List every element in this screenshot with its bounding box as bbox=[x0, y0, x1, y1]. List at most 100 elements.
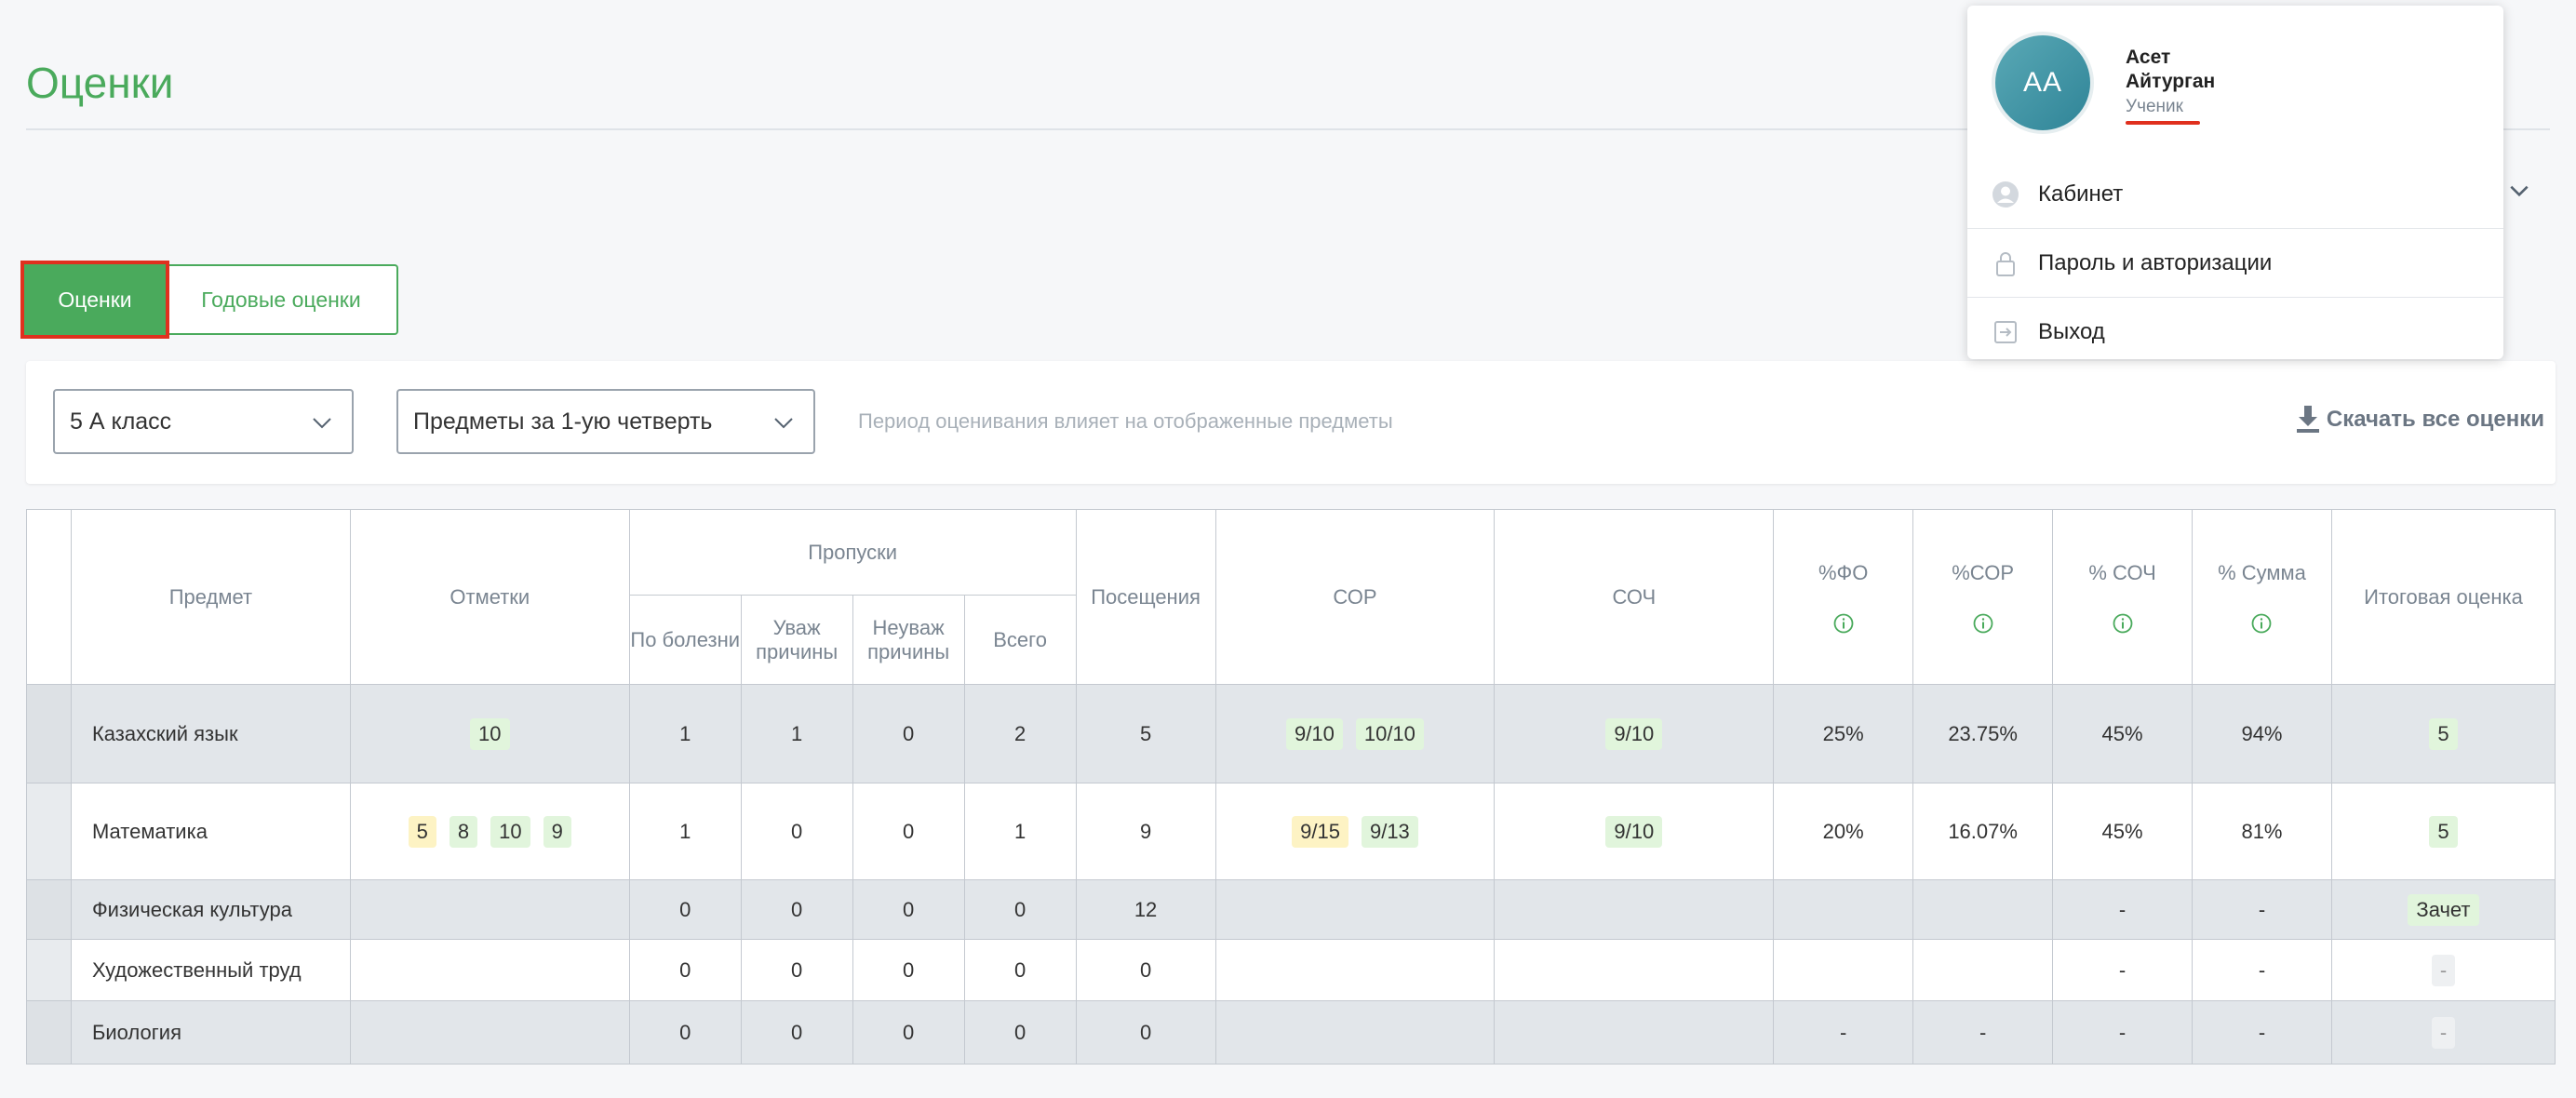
table-row: Казахский язык 10 1 1 0 2 5 9/10 10/10 9/10 25% 23.… bbox=[26, 684, 2556, 783]
header-pct-fo-label: %ФО bbox=[1818, 560, 1869, 584]
final-grade-cell: 5 bbox=[2330, 783, 2556, 880]
soch-cell: 9/10 bbox=[1494, 684, 1775, 783]
row-lead bbox=[26, 783, 72, 880]
header-pct-soch: % СОЧ bbox=[2052, 509, 2194, 685]
total-absences-cell: 2 bbox=[963, 684, 1077, 783]
class-select[interactable]: 5 А класс bbox=[53, 389, 354, 454]
sor-badge[interactable]: 9/15 bbox=[1292, 815, 1348, 848]
table-row: Биология 0 0 0 0 0- - - - - bbox=[26, 1000, 2556, 1065]
unexcused-cell: 0 bbox=[852, 939, 965, 1001]
table-header-row: Предмет Отметки Пропуски Посещения СОР С… bbox=[26, 509, 2556, 685]
menu-item-logout[interactable]: Выход bbox=[1967, 298, 2503, 367]
period-select[interactable]: Предметы за 1-ую четверть bbox=[396, 389, 815, 454]
unexcused-cell: 0 bbox=[852, 783, 965, 880]
sick-cell: 1 bbox=[628, 684, 742, 783]
tab-grades[interactable]: Оценки bbox=[20, 261, 169, 339]
menu-item-cabinet[interactable]: Кабинет bbox=[1967, 160, 2503, 229]
attendance-cell: 12 bbox=[1075, 879, 1216, 940]
mark-badge[interactable]: 9 bbox=[543, 815, 571, 848]
sor-cell bbox=[1214, 1000, 1496, 1065]
logout-icon bbox=[1994, 321, 2017, 343]
attendance-cell: 0 bbox=[1075, 1000, 1216, 1065]
pct-sor-cell bbox=[1912, 879, 2054, 940]
mark-badge[interactable]: 5 bbox=[408, 815, 436, 848]
row-lead bbox=[26, 939, 72, 1001]
pct-soch-cell: - bbox=[2052, 879, 2194, 940]
subject-cell: Казахский язык bbox=[70, 684, 351, 783]
chevron-down-icon[interactable] bbox=[2507, 179, 2531, 203]
attendance-cell: 9 bbox=[1075, 783, 1216, 880]
tab-annual-grades[interactable]: Годовые оценки bbox=[166, 264, 398, 335]
download-label: Скачать все оценки bbox=[2326, 407, 2544, 432]
row-lead bbox=[26, 684, 72, 783]
unexcused-cell: 0 bbox=[852, 684, 965, 783]
pct-sor-cell: - bbox=[1912, 1000, 2054, 1065]
header-soch: СОЧ bbox=[1494, 509, 1775, 685]
menu-item-label: Выход bbox=[2038, 319, 2105, 344]
period-select-value: Предметы за 1-ую четверть bbox=[413, 408, 713, 435]
total-absences-cell: 0 bbox=[963, 939, 1077, 1001]
row-lead bbox=[26, 1000, 72, 1065]
user-first-name: Асет bbox=[2126, 47, 2171, 68]
mark-badge[interactable]: 10 bbox=[490, 815, 530, 848]
pct-fo-cell bbox=[1773, 939, 1914, 1001]
header-pct-soch-label: % СОЧ bbox=[2088, 560, 2156, 584]
user-last-name: Айтурган bbox=[2126, 71, 2216, 92]
final-grade-badge: - bbox=[2431, 1016, 2456, 1049]
header-excused: Уваж причины bbox=[740, 595, 853, 685]
header-subject: Предмет bbox=[70, 509, 351, 685]
role-highlight bbox=[2126, 121, 2200, 125]
grade-tabs: Оценки Годовые оценки bbox=[20, 261, 398, 339]
pct-soch-cell: 45% bbox=[2052, 684, 2194, 783]
sor-badge[interactable]: 10/10 bbox=[1355, 717, 1424, 750]
info-icon[interactable] bbox=[1973, 613, 1993, 634]
excused-cell: 0 bbox=[740, 879, 853, 940]
menu-item-password[interactable]: Пароль и авторизации bbox=[1967, 229, 2503, 298]
final-grade-cell: - bbox=[2330, 939, 2556, 1001]
sor-cell: 9/10 10/10 bbox=[1214, 684, 1496, 783]
total-absences-cell: 0 bbox=[963, 1000, 1077, 1065]
period-hint: Период оценивания влияет на отображенные… bbox=[858, 409, 1393, 433]
final-grade-badge: - bbox=[2431, 954, 2456, 986]
header-pct-fo: %ФО bbox=[1773, 509, 1914, 685]
header-marks: Отметки bbox=[349, 509, 630, 685]
final-grade-badge: 5 bbox=[2429, 717, 2458, 750]
total-absences-cell: 0 bbox=[963, 879, 1077, 940]
mark-badge[interactable]: 8 bbox=[449, 815, 478, 848]
subject-cell: Биология bbox=[70, 1000, 351, 1065]
header-sor: СОР bbox=[1214, 509, 1496, 685]
menu-item-label: Кабинет bbox=[2038, 181, 2124, 207]
sor-badge[interactable]: 9/10 bbox=[1286, 717, 1343, 750]
pct-sum-cell: - bbox=[2192, 1000, 2332, 1065]
unexcused-cell: 0 bbox=[852, 879, 965, 940]
final-grade-badge: Зачет bbox=[2408, 893, 2479, 926]
user-menu: АА Асет Айтурган Ученик Кабинет Пароль и… bbox=[1967, 6, 2503, 359]
soch-badge[interactable]: 9/10 bbox=[1605, 717, 1663, 750]
soch-cell: 9/10 bbox=[1494, 783, 1775, 880]
download-all-button[interactable]: Скачать все оценки bbox=[2296, 406, 2544, 434]
subject-cell: Математика bbox=[70, 783, 351, 880]
excused-cell: 1 bbox=[740, 684, 853, 783]
row-lead bbox=[26, 879, 72, 940]
final-grade-cell: - bbox=[2330, 1000, 2556, 1065]
soch-cell bbox=[1494, 879, 1775, 940]
sick-cell: 0 bbox=[628, 879, 742, 940]
info-icon[interactable] bbox=[2251, 613, 2272, 634]
lock-icon bbox=[1996, 251, 2015, 276]
chevron-down-icon bbox=[313, 418, 331, 429]
mark-badge[interactable]: 10 bbox=[470, 717, 510, 750]
soch-badge[interactable]: 9/10 bbox=[1605, 815, 1663, 848]
subject-cell: Художественный труд bbox=[70, 939, 351, 1001]
info-icon[interactable] bbox=[1833, 613, 1854, 634]
info-icon[interactable] bbox=[2113, 613, 2133, 634]
header-attendance: Посещения bbox=[1075, 509, 1216, 685]
header-lead bbox=[26, 509, 72, 685]
class-select-value: 5 А класс bbox=[70, 408, 172, 435]
sor-badge[interactable]: 9/13 bbox=[1361, 815, 1418, 848]
sick-cell: 0 bbox=[628, 1000, 742, 1065]
chevron-down-icon bbox=[774, 418, 793, 429]
pct-sum-cell: - bbox=[2192, 939, 2332, 1001]
attendance-cell: 0 bbox=[1075, 939, 1216, 1001]
menu-item-label: Пароль и авторизации bbox=[2038, 249, 2273, 275]
pct-fo-cell: 20% bbox=[1773, 783, 1914, 880]
